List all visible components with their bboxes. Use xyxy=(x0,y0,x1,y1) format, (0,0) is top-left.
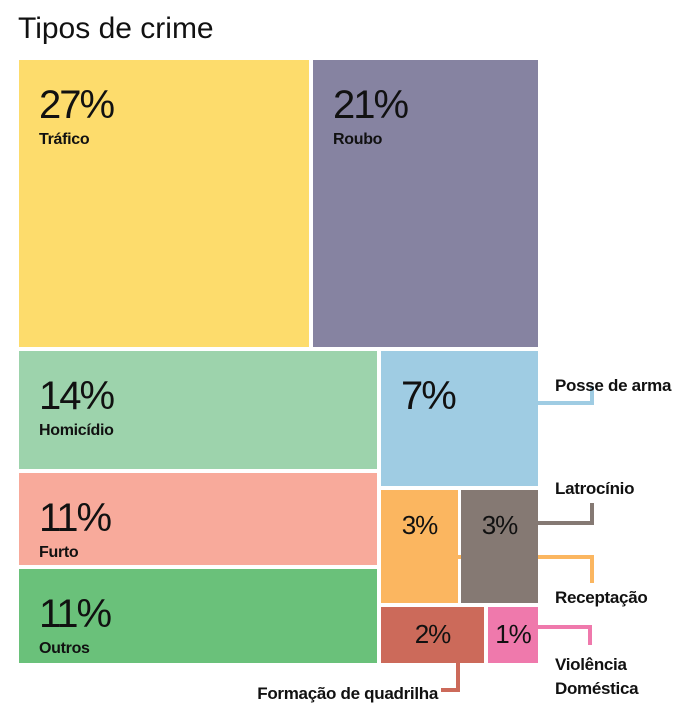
value-label: 14% xyxy=(39,374,115,418)
category-label: Latrocínio xyxy=(555,479,635,498)
value-label: 3% xyxy=(401,510,439,540)
callout-line xyxy=(441,663,460,692)
category-label: Homicídio xyxy=(39,422,114,439)
value-label: 27% xyxy=(39,83,115,127)
category-label: Formação de quadrilha xyxy=(257,684,438,703)
category-label: Posse de arma xyxy=(555,376,672,395)
value-label: 11% xyxy=(39,496,112,540)
treemap-cell xyxy=(381,607,484,663)
treemap-cell xyxy=(381,490,458,603)
value-label: 11% xyxy=(39,592,112,636)
category-label: Tráfico xyxy=(39,131,90,148)
value-label: 21% xyxy=(333,83,409,127)
category-label: Receptação xyxy=(555,588,648,607)
treemap-cell xyxy=(19,60,309,347)
treemap-cell xyxy=(19,569,377,663)
callout-line xyxy=(538,503,594,525)
value-label: 1% xyxy=(495,619,532,649)
category-label: Outros xyxy=(39,640,90,657)
treemap-cell xyxy=(488,607,538,663)
treemap-cell xyxy=(313,60,538,347)
value-label: 2% xyxy=(414,619,452,649)
treemap-cell xyxy=(381,351,538,486)
treemap-cell xyxy=(461,490,538,603)
treemap-cell xyxy=(19,351,377,469)
callout-line xyxy=(538,625,592,645)
category-label: Roubo xyxy=(333,131,383,148)
value-label: 3% xyxy=(481,510,519,540)
category-label: Furto xyxy=(39,544,79,561)
callout-line xyxy=(538,386,594,405)
chart-title: Tipos de crime xyxy=(18,12,214,45)
value-label: 7% xyxy=(401,374,457,418)
treemap-cell xyxy=(19,473,377,565)
category-label: Violência Doméstica xyxy=(555,655,639,698)
